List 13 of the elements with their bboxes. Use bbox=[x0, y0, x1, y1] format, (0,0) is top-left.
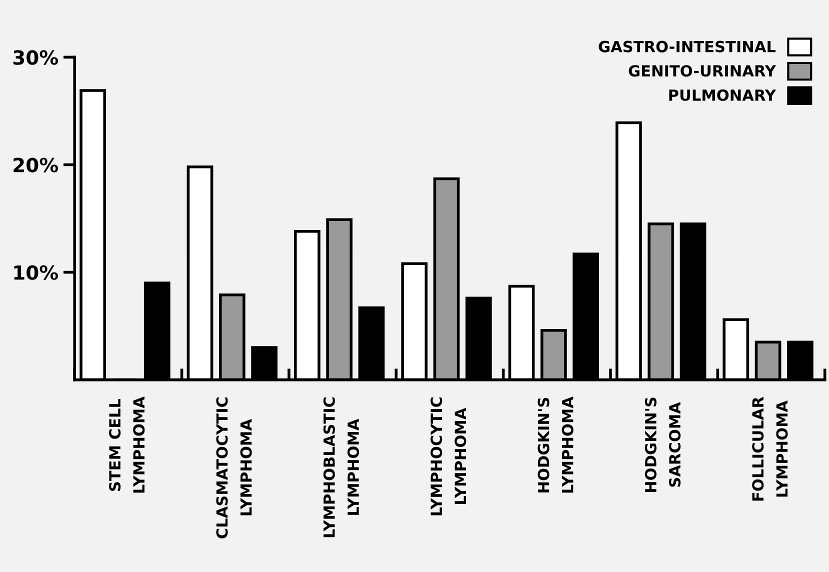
x-tick-label: HODGKIN'S LYMPHOMA bbox=[538, 396, 574, 493]
y-tick-label: 20% bbox=[14, 158, 58, 172]
x-tick-label: CLASMATOCYTIC LYMPHOMA bbox=[216, 397, 252, 538]
legend-label: GENITO-URINARY bbox=[628, 65, 776, 77]
x-tick-label: LYMPHOCYTIC LYMPHOMA bbox=[430, 397, 466, 516]
x-tick-label: HODGKIN'S SARCOMA bbox=[644, 398, 681, 492]
legend-label: PULMONARY bbox=[669, 89, 776, 101]
x-tick-label: FOLLICULAR LYMPHOMA bbox=[752, 396, 788, 501]
legend-label: GASTRO-INTESTINAL bbox=[598, 40, 776, 52]
y-tick-label: 10% bbox=[14, 265, 58, 280]
x-tick-label: LYMPHOBLASTIC LYMPHOMA bbox=[323, 397, 360, 538]
y-tick-label: 30% bbox=[13, 50, 58, 65]
x-tick-label: STEM CELL LYMPHOMA bbox=[109, 396, 145, 493]
